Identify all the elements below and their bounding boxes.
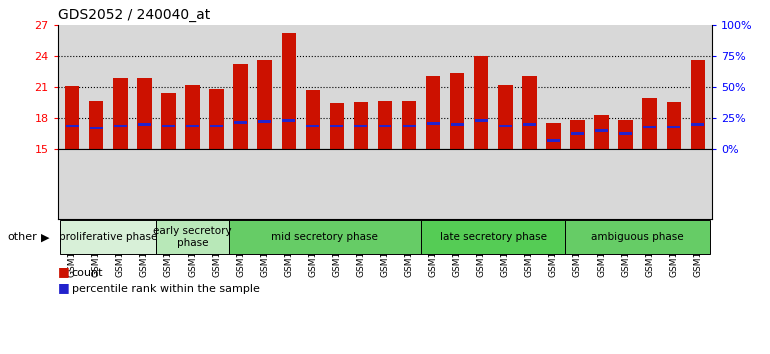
Bar [426, 76, 440, 149]
Bar [474, 56, 488, 149]
Bar [137, 79, 152, 149]
Bar [668, 126, 680, 129]
Bar [643, 126, 656, 129]
Bar [450, 73, 464, 149]
Bar [571, 120, 584, 149]
Bar [282, 33, 296, 149]
Bar [138, 124, 151, 126]
Bar [378, 101, 392, 149]
Bar [522, 76, 537, 149]
Text: ■: ■ [58, 265, 69, 278]
Bar [499, 125, 512, 127]
Bar [475, 119, 487, 122]
Bar [186, 125, 199, 127]
Text: ▶: ▶ [41, 232, 49, 242]
Bar [523, 124, 536, 126]
Bar [546, 123, 561, 149]
Text: percentile rank within the sample: percentile rank within the sample [72, 284, 259, 294]
Bar [565, 220, 710, 254]
Bar [547, 139, 560, 142]
Bar [571, 132, 584, 135]
Bar [595, 129, 608, 132]
Bar [233, 64, 248, 149]
Bar [691, 60, 705, 149]
Text: other: other [8, 232, 38, 242]
Bar [161, 93, 176, 149]
Bar [379, 125, 391, 127]
Bar [330, 103, 344, 149]
Bar [209, 89, 224, 149]
Bar [210, 125, 223, 127]
Bar [618, 120, 633, 149]
Bar [229, 220, 421, 254]
Bar [234, 121, 247, 124]
Text: count: count [72, 268, 103, 278]
Bar [691, 124, 705, 126]
Text: mid secretory phase: mid secretory phase [271, 232, 378, 242]
Bar [156, 220, 229, 254]
Bar [642, 98, 657, 149]
Bar [498, 85, 513, 149]
Bar [450, 124, 464, 126]
Text: late secretory phase: late secretory phase [440, 232, 547, 242]
Bar [403, 125, 416, 127]
Bar [330, 125, 343, 127]
Bar [162, 125, 175, 127]
Bar [60, 220, 156, 254]
Bar [258, 120, 271, 123]
Bar [89, 101, 103, 149]
Bar [257, 60, 272, 149]
Bar [306, 125, 320, 127]
Bar [667, 102, 681, 149]
Bar [594, 115, 609, 149]
Bar [114, 125, 127, 127]
Bar [113, 79, 128, 149]
Text: ■: ■ [58, 281, 69, 294]
Bar [306, 90, 320, 149]
Bar [65, 86, 79, 149]
Bar [283, 119, 295, 122]
Bar [421, 220, 565, 254]
Bar [353, 102, 368, 149]
Bar [186, 85, 199, 149]
Bar [65, 125, 79, 127]
Bar [90, 127, 102, 130]
Text: ambiguous phase: ambiguous phase [591, 232, 684, 242]
Bar [402, 101, 417, 149]
Bar [354, 125, 367, 127]
Text: early secretory
phase: early secretory phase [153, 226, 232, 248]
Text: GDS2052 / 240040_at: GDS2052 / 240040_at [58, 8, 210, 22]
Bar [427, 122, 440, 125]
Bar [619, 132, 632, 135]
Text: proliferative phase: proliferative phase [59, 232, 158, 242]
